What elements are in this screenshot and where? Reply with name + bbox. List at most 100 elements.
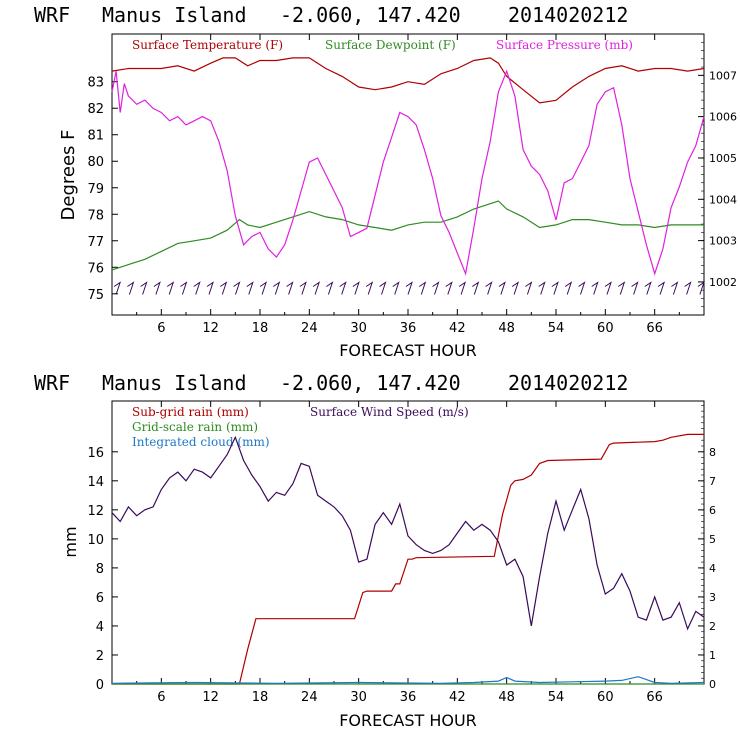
wind-barb [339, 281, 347, 295]
series-surface-pressure-mb [111, 69, 705, 276]
y2-tick-label: 1004 [709, 193, 737, 206]
wind-barb [591, 281, 599, 295]
x-tick-label: 18 [252, 690, 269, 705]
y2-tick-label: 2 [709, 620, 716, 633]
wind-barb [697, 281, 705, 295]
wind-barb [472, 281, 480, 295]
wind-barb [286, 281, 294, 295]
y2-tick-label: 1006 [709, 111, 737, 124]
x-tick-label: 42 [449, 321, 466, 336]
x-tick-label: 60 [597, 321, 614, 336]
x-tick-label: 18 [252, 321, 269, 336]
wind-barb [193, 281, 201, 295]
wind-barb [392, 281, 400, 295]
y-tick-label: 76 [87, 261, 104, 276]
wind-barb [127, 281, 135, 295]
panel1-ylabel: Degrees F [58, 130, 79, 221]
series-surface-temperature-f [111, 57, 705, 104]
temperature-pressure-panel: Degrees F FORECAST HOUR Surface Temperat… [58, 33, 737, 360]
header-coords-1: -2.060, 147.420 [280, 3, 461, 27]
wind-barb [419, 281, 427, 295]
y2-tick-label: 1007 [709, 69, 737, 82]
x-tick-label: 66 [646, 690, 663, 705]
wind-barb [445, 281, 453, 295]
y-tick-label: 79 [87, 182, 104, 197]
wind-barbs [113, 281, 705, 295]
x-tick-label: 48 [498, 321, 515, 336]
wind-barb [379, 281, 387, 295]
legend-wind-speed: Surface Wind Speed (m/s) [310, 405, 469, 419]
wind-barb [153, 281, 161, 295]
wind-barb [551, 281, 559, 295]
wind-barb [405, 281, 413, 295]
legend-pressure: Surface Pressure (mb) [496, 38, 633, 52]
y-tick-label: 78 [87, 208, 104, 223]
x-tick-label: 54 [548, 690, 565, 705]
x-tick-label: 12 [202, 690, 219, 705]
wind-barb [671, 281, 679, 295]
x-tick-label: 12 [202, 321, 219, 336]
panel1-xlabel: FORECAST HOUR [339, 341, 477, 360]
wind-barb [166, 281, 175, 295]
x-tick-label: 30 [350, 690, 367, 705]
wind-barb [458, 281, 467, 295]
y-tick-label: 4 [96, 620, 104, 635]
y-tick-label: 6 [96, 591, 104, 606]
wind-barb [525, 281, 533, 295]
wind-barb [259, 281, 268, 295]
wind-barb [273, 281, 281, 295]
series-surface-dewpoint-f [111, 200, 704, 271]
legend-subgrid-rain: Sub-grid rain (mm) [132, 405, 249, 419]
legend-temperature: Surface Temperature (F) [132, 38, 283, 52]
header-run-2: 2014020212 [508, 371, 628, 395]
wind-barb [312, 281, 321, 295]
panel1-series [111, 57, 705, 276]
x-tick-label: 30 [350, 321, 367, 336]
y-tick-label: 12 [87, 504, 104, 519]
y-tick-label: 82 [87, 102, 104, 117]
y2-tick-label: 4 [709, 562, 716, 575]
x-tick-label: 48 [498, 690, 515, 705]
y-tick-label: 10 [87, 533, 104, 548]
x-tick-label: 24 [301, 690, 318, 705]
header-run-1: 2014020212 [508, 3, 628, 27]
y2-tick-label: 0 [709, 678, 716, 691]
y-tick-label: 8 [96, 562, 104, 577]
y2-tick-label: 8 [709, 446, 716, 459]
wind-barb [511, 281, 520, 295]
y-tick-label: 2 [96, 649, 104, 664]
x-tick-label: 6 [157, 690, 165, 705]
rain-wind-panel: mm FORECAST HOUR Sub-grid rain (mm) Grid… [61, 400, 716, 730]
x-tick-label: 42 [449, 690, 466, 705]
header-model-1: WRF [34, 3, 70, 27]
x-tick-label: 54 [548, 321, 565, 336]
y-tick-label: 14 [87, 475, 104, 490]
y2-tick-label: 1005 [709, 152, 737, 165]
panel2-ticks: 6 12 18 24 30 36 42 48 54 60 660246810121416012345… [87, 401, 716, 705]
wind-barb [352, 281, 360, 295]
wind-barb [564, 281, 573, 295]
wind-barb [180, 281, 188, 295]
y-tick-label: 80 [87, 155, 104, 170]
y2-tick-label: 6 [709, 504, 716, 517]
wind-barb [233, 281, 241, 295]
wind-barb [684, 281, 692, 295]
header-model-2: WRF [34, 371, 70, 395]
wind-barb [326, 281, 334, 295]
panel1-frame [111, 33, 705, 316]
wind-barb [220, 281, 228, 295]
wind-barb [485, 281, 493, 295]
wind-barb [432, 281, 440, 295]
y2-tick-label: 7 [709, 475, 716, 488]
x-tick-label: 36 [400, 690, 417, 705]
y-tick-label: 75 [87, 288, 104, 303]
x-tick-label: 66 [646, 321, 663, 336]
panel2-xlabel: FORECAST HOUR [339, 711, 477, 730]
wind-barb [246, 281, 254, 295]
y2-tick-label: 1002 [709, 276, 737, 289]
y-tick-label: 0 [96, 678, 104, 693]
y2-tick-label: 1003 [709, 235, 737, 248]
x-tick-label: 60 [597, 690, 614, 705]
header-location-1: Manus Island [102, 3, 247, 27]
x-tick-label: 6 [157, 321, 165, 336]
